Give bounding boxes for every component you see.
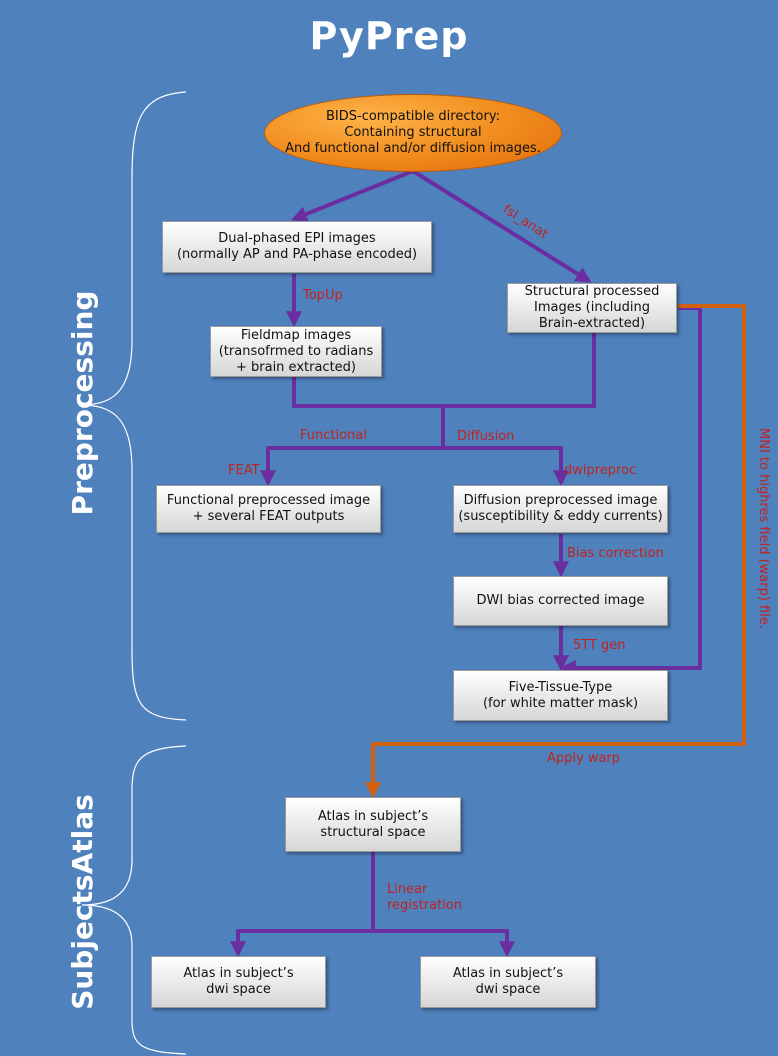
label-functional: Functional xyxy=(300,428,367,443)
node-five-tissue-type: Five-Tissue-Type (for white matter mask) xyxy=(453,670,668,721)
node-atlas-struct-line-2: structural space xyxy=(320,824,426,840)
node-structural-line-1: Structural processed xyxy=(524,284,660,299)
node-five-tt-line-1: Five-Tissue-Type xyxy=(508,679,613,695)
node-bids-line-1: BIDS-compatible directory: xyxy=(326,109,500,124)
node-five-tt-line-2: (for white matter mask) xyxy=(482,695,639,711)
label-dwipreproc: dwipreproc xyxy=(564,463,637,478)
node-dwi-bias-line-1: DWI bias corrected image xyxy=(476,593,645,608)
edge-fieldmap-to-merge xyxy=(292,377,443,408)
label-diffusion: Diffusion xyxy=(457,429,515,444)
section-label-preprocessing: Preprocessing xyxy=(66,290,99,516)
node-bids-directory: BIDS-compatible directory: Containing st… xyxy=(264,94,562,172)
node-dual-epi-line-2: (normally AP and PA-phase encoded) xyxy=(176,247,418,262)
node-atlas-dwi-right-line-2: dwi space xyxy=(475,982,541,997)
node-atlas-structural: Atlas in subject’s structural space xyxy=(285,797,461,852)
node-atlas-dwi-left-line-2: dwi space xyxy=(206,982,271,997)
node-dual-epi-line-1: Dual-phased EPI images xyxy=(218,231,376,246)
node-functional-line-2: + several FEAT outputs xyxy=(192,509,345,524)
edge-bids-to-dual xyxy=(291,169,414,222)
node-fieldmap: Fieldmap images (transofrmed to radians … xyxy=(210,326,382,377)
edge-bids-to-structural xyxy=(411,169,592,283)
edge-structural-to-atlas-warp xyxy=(365,304,746,799)
node-atlas-dwi-left: Atlas in subject’s dwi space xyxy=(151,956,326,1008)
edge-split-to-atlasdwi2 xyxy=(373,929,515,958)
node-atlas-dwi-right-line-1: Atlas in subject’s xyxy=(452,966,564,981)
diagram-title: PyPrep xyxy=(309,14,469,58)
node-diffusion-line-2: (susceptibility & eddy currents) xyxy=(458,509,663,524)
node-atlas-dwi-left-line-1: Atlas in subject’s xyxy=(183,966,294,981)
node-functional-line-1: Functional preprocessed image xyxy=(166,493,371,508)
node-structural-line-3: Brain-extracted) xyxy=(538,316,646,331)
edge-structural-to-merge xyxy=(443,332,596,408)
node-dual-epi: Dual-phased EPI images (normally AP and … xyxy=(162,221,432,273)
label-5tt-gen: 5TT gen xyxy=(573,638,626,653)
node-fieldmap-line-2: (transofrmed to radians xyxy=(218,343,374,359)
label-topup: TopUp xyxy=(303,288,343,303)
node-structural: Structural processed Images (including B… xyxy=(507,283,677,333)
node-fieldmap-line-3: + brain extracted) xyxy=(235,359,356,375)
node-dwi-bias-corrected: DWI bias corrected image xyxy=(453,576,668,626)
node-diffusion-line-1: Diffusion preprocessed image xyxy=(463,493,658,508)
node-functional-preprocessed: Functional preprocessed image + several … xyxy=(156,485,381,533)
label-bias-correction: Bias correction xyxy=(567,546,664,561)
edge-split-to-atlasdwi1 xyxy=(230,929,373,958)
section-label-subjects-atlas: SubjectsAtlas xyxy=(66,794,99,1010)
node-bids-line-3: And functional and/or diffusion images. xyxy=(285,141,541,156)
label-feat: FEAT xyxy=(228,463,260,478)
label-linear-registration-1: Linear xyxy=(387,882,428,897)
node-structural-line-2: Images (including xyxy=(534,300,650,315)
node-fieldmap-line-1: Fieldmap images xyxy=(240,327,352,343)
edge-split-to-diffusion xyxy=(443,446,569,487)
node-atlas-dwi-right: Atlas in subject’s dwi space xyxy=(420,956,596,1008)
node-diffusion-preprocessed: Diffusion preprocessed image (susceptibi… xyxy=(453,485,668,533)
edge-split-to-functional xyxy=(260,446,443,487)
label-apply-warp: Apply warp xyxy=(547,751,621,766)
preprocessing-brace xyxy=(79,91,187,721)
label-mni-warp: MNI to highres field (warp) file. xyxy=(756,428,771,629)
node-bids-line-2: Containing structural xyxy=(344,125,482,140)
label-linear-registration-2: registration xyxy=(387,898,463,913)
node-atlas-struct-line-1: Atlas in subject’s xyxy=(317,808,429,824)
subjects-atlas-brace xyxy=(81,745,187,1055)
